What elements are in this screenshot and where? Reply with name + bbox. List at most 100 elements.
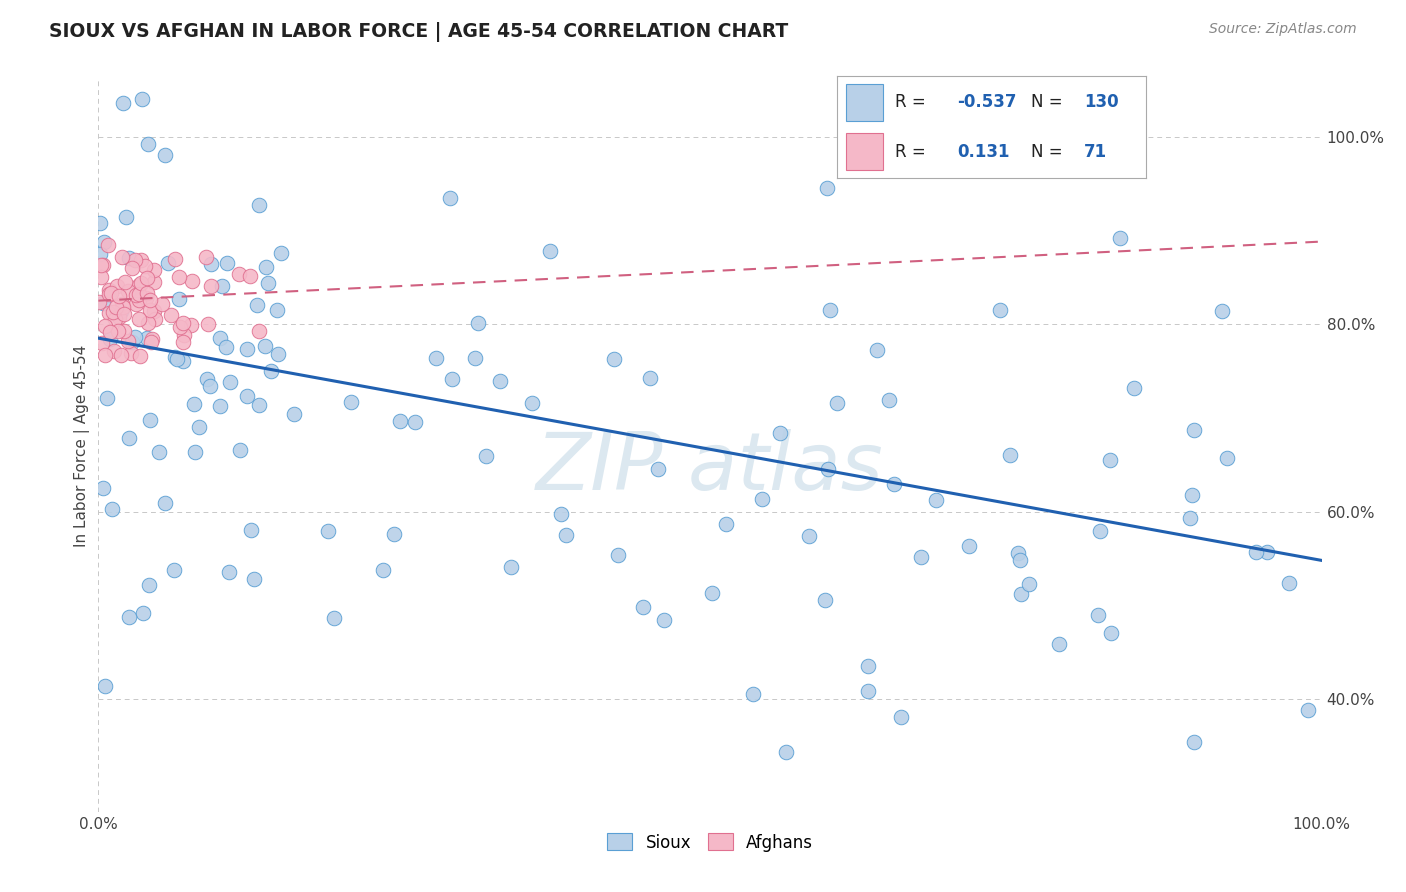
Point bbox=[998, 448, 1021, 462]
Point bbox=[131, 92, 153, 106]
Point bbox=[143, 304, 166, 318]
Text: ZIP atlas: ZIP atlas bbox=[536, 429, 884, 507]
Point bbox=[883, 476, 905, 491]
Point bbox=[142, 263, 165, 277]
Text: N =: N = bbox=[1032, 94, 1063, 112]
Point bbox=[100, 286, 122, 301]
Point bbox=[157, 256, 180, 270]
Point bbox=[180, 274, 202, 288]
Point bbox=[110, 303, 132, 318]
Point bbox=[254, 339, 277, 353]
Point bbox=[104, 312, 127, 326]
Point bbox=[118, 431, 141, 445]
Point bbox=[180, 318, 202, 333]
Point bbox=[239, 523, 262, 537]
Text: SIOUX VS AFGHAN IN LABOR FORCE | AGE 45-54 CORRELATION CHART: SIOUX VS AFGHAN IN LABOR FORCE | AGE 45-… bbox=[49, 22, 789, 42]
Point bbox=[209, 399, 232, 413]
Point bbox=[1216, 450, 1239, 465]
Point bbox=[606, 549, 628, 563]
Point bbox=[173, 327, 195, 342]
Point bbox=[139, 293, 162, 308]
Point bbox=[163, 252, 186, 266]
Point bbox=[215, 340, 238, 354]
Point bbox=[439, 191, 461, 205]
Point bbox=[1123, 381, 1146, 395]
Point bbox=[128, 278, 150, 293]
Point bbox=[877, 393, 900, 408]
Point bbox=[1088, 524, 1111, 538]
Point bbox=[89, 216, 111, 230]
Point bbox=[441, 372, 464, 386]
Point bbox=[1010, 553, 1032, 567]
Point bbox=[371, 563, 394, 577]
Point bbox=[1244, 545, 1267, 559]
Point bbox=[1099, 453, 1122, 467]
Point bbox=[172, 354, 194, 368]
Legend: Sioux, Afghans: Sioux, Afghans bbox=[600, 827, 820, 858]
Point bbox=[815, 181, 838, 195]
Point bbox=[499, 560, 522, 574]
Point bbox=[124, 330, 146, 344]
Point bbox=[631, 599, 654, 614]
Point bbox=[169, 319, 191, 334]
Text: -0.537: -0.537 bbox=[957, 94, 1017, 112]
Point bbox=[135, 291, 157, 305]
Point bbox=[464, 351, 486, 365]
Point bbox=[218, 565, 240, 579]
Point bbox=[215, 256, 238, 270]
Point bbox=[638, 371, 661, 385]
Point bbox=[94, 348, 117, 362]
Point bbox=[98, 283, 121, 297]
Point bbox=[110, 296, 132, 310]
Text: R =: R = bbox=[896, 94, 927, 112]
Point bbox=[153, 147, 176, 161]
Point bbox=[257, 277, 280, 291]
Point bbox=[111, 250, 134, 264]
Point bbox=[98, 326, 121, 340]
Point bbox=[741, 687, 763, 701]
Point bbox=[143, 311, 166, 326]
Point bbox=[520, 395, 543, 409]
Point bbox=[235, 389, 257, 403]
Point bbox=[98, 332, 121, 346]
Point bbox=[318, 524, 340, 538]
Point bbox=[90, 258, 112, 272]
Point bbox=[267, 347, 290, 361]
Point bbox=[98, 287, 121, 301]
Text: Source: ZipAtlas.com: Source: ZipAtlas.com bbox=[1209, 22, 1357, 37]
Point bbox=[195, 372, 218, 386]
Point bbox=[115, 210, 138, 224]
Point bbox=[91, 258, 114, 272]
Point bbox=[148, 445, 170, 459]
Point bbox=[247, 324, 270, 338]
Point bbox=[135, 331, 157, 345]
Point bbox=[270, 246, 292, 260]
Point bbox=[817, 462, 839, 476]
Point bbox=[235, 343, 257, 357]
Point bbox=[136, 285, 159, 300]
Point bbox=[322, 611, 344, 625]
Point bbox=[112, 95, 135, 110]
Point bbox=[114, 324, 136, 338]
Point bbox=[125, 288, 148, 302]
Point bbox=[117, 334, 139, 348]
Text: R =: R = bbox=[896, 143, 927, 161]
Point bbox=[239, 269, 262, 284]
Point bbox=[1099, 626, 1122, 640]
Point bbox=[131, 252, 153, 267]
Point bbox=[150, 297, 173, 311]
Bar bbox=[846, 84, 883, 121]
Point bbox=[172, 334, 194, 349]
Text: 0.131: 0.131 bbox=[957, 143, 1010, 161]
Point bbox=[114, 275, 136, 289]
Point bbox=[1010, 587, 1032, 601]
Point bbox=[91, 296, 114, 310]
Point bbox=[260, 364, 283, 378]
Point bbox=[93, 235, 115, 249]
Point bbox=[90, 270, 112, 285]
Point bbox=[89, 247, 111, 261]
Point bbox=[107, 324, 129, 338]
Point bbox=[818, 302, 841, 317]
Point bbox=[1087, 607, 1109, 622]
Point bbox=[538, 244, 561, 258]
